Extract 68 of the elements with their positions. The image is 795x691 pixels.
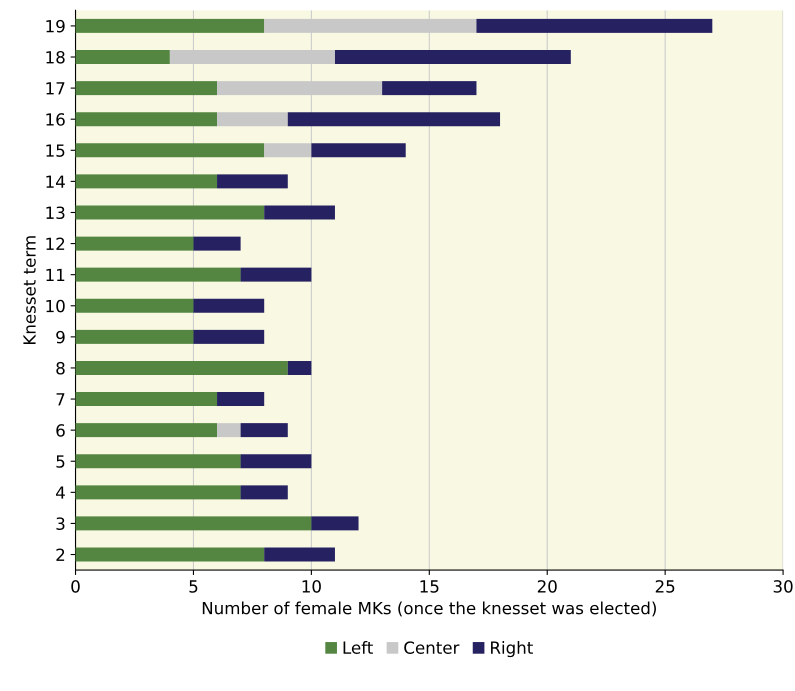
bar	[76, 392, 218, 406]
bar	[193, 298, 264, 313]
y-tick-label: 4	[56, 486, 65, 499]
bar	[217, 112, 288, 126]
y-tick-label: 18	[46, 50, 65, 64]
bar	[76, 298, 194, 313]
y-tick-label: 13	[46, 206, 64, 220]
bar	[288, 112, 500, 126]
bar	[311, 516, 359, 530]
bar	[382, 81, 476, 96]
bar	[334, 50, 571, 64]
bar	[240, 485, 288, 500]
bar	[76, 485, 241, 500]
bar	[217, 392, 264, 406]
y-tick-label: 11	[46, 268, 64, 282]
x-tick-label: 30	[774, 580, 793, 593]
bar	[76, 50, 170, 64]
y-tick-label: 10	[46, 300, 65, 312]
y-tick-label: 3	[56, 517, 64, 530]
bar	[76, 18, 264, 33]
bar	[76, 143, 264, 158]
y-tick-label: 2	[56, 548, 64, 561]
bar	[76, 205, 264, 220]
bar	[240, 423, 288, 438]
x-tick-label: 5	[189, 580, 198, 593]
y-tick-label: 16	[46, 113, 65, 126]
bar	[193, 236, 241, 251]
y-axis-title: Knesset term	[23, 236, 36, 344]
bar	[193, 330, 264, 344]
legend-label: Right	[491, 641, 533, 658]
bar	[240, 454, 312, 468]
y-tick-label: 9	[56, 330, 65, 344]
y-tick-label: 5	[56, 455, 64, 468]
bar	[76, 330, 194, 344]
x-axis-title: Number of female MKs (once the knesset was elected)	[202, 601, 656, 616]
x-tick-label: 25	[656, 580, 674, 593]
y-tick-label: 19	[46, 20, 65, 32]
y-tick-label: 7	[56, 393, 64, 406]
x-tick-label: 0	[71, 580, 80, 593]
bar	[240, 268, 312, 282]
bar	[76, 112, 218, 126]
y-tick-label: 17	[46, 82, 64, 94]
bar	[76, 360, 288, 375]
y-tick-label: 6	[56, 424, 65, 437]
x-tick-label: 20	[538, 580, 557, 593]
bar	[76, 423, 218, 438]
bar	[76, 236, 194, 251]
bar	[76, 174, 218, 188]
bar	[76, 268, 241, 282]
bar	[288, 360, 312, 375]
legend-label: Left	[344, 641, 373, 654]
x-tick-label: 15	[420, 580, 438, 593]
y-tick-label: 15	[46, 144, 64, 157]
bar	[76, 454, 241, 468]
x-tick-label: 10	[302, 580, 321, 593]
y-tick-label: 8	[56, 362, 65, 375]
bar	[264, 548, 335, 562]
y-tick-label: 12	[46, 238, 64, 250]
bar	[217, 174, 288, 188]
bar	[76, 548, 264, 562]
bar	[476, 18, 712, 33]
bar	[264, 205, 335, 220]
bar	[311, 143, 406, 158]
bar	[217, 423, 241, 438]
legend-label: Center	[404, 641, 460, 654]
bar	[76, 81, 218, 96]
y-tick-label: 14	[46, 176, 65, 188]
bar	[76, 516, 312, 530]
